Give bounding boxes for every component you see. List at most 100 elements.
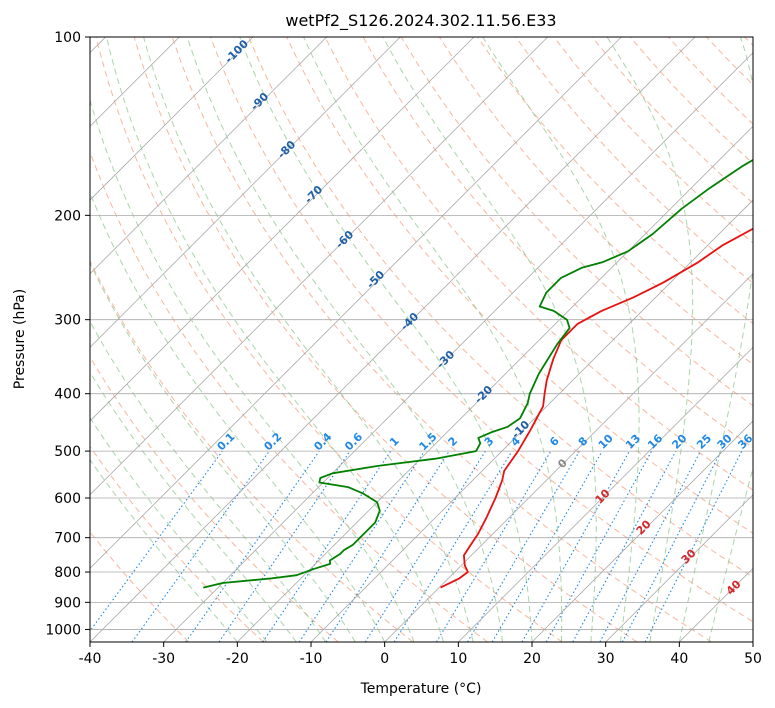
mixing-ratio-line (218, 450, 351, 642)
moist-adiabat-line (90, 416, 268, 642)
y-tick-label: 200 (54, 208, 81, 224)
dry-adiabat-line (90, 150, 488, 642)
moist-adiabat-line (239, 37, 533, 642)
moist-adiabat-line (90, 320, 327, 642)
y-tick-label: 400 (54, 387, 81, 403)
isotherm-line (237, 125, 753, 642)
dry-adiabat-label: -70 (302, 183, 325, 206)
x-tick-label: 10 (449, 651, 467, 667)
dry-adiabat-label: -50 (364, 268, 387, 291)
mixing-ratio-lines (90, 450, 743, 642)
mixing-ratio-label: 16 (645, 431, 665, 451)
mixing-ratio-line (644, 450, 743, 642)
x-axis-label: Temperature (°C) (360, 681, 482, 697)
x-axis-ticks: -40 -30 -20 -10 0 10 20 30 40 50 (79, 642, 762, 667)
mixing-ratio-label: 2 (446, 434, 461, 449)
dry-adiabats (90, 37, 753, 642)
isotherm-line (90, 37, 548, 496)
dry-adiabat-label: -80 (275, 138, 298, 161)
y-tick-label: 900 (54, 595, 81, 611)
dry-adiabat-line (744, 37, 753, 47)
dry-adiabat-line (95, 37, 563, 642)
dry-adiabat-line (515, 37, 753, 284)
moist-adiabat-line (90, 371, 297, 642)
isotherm-line (163, 52, 753, 642)
mixing-ratio-line (393, 450, 513, 642)
moist-adiabats (90, 37, 753, 642)
y-tick-label: 800 (54, 565, 81, 581)
plot-area: -100-90-80-70-60-50-40-30-20-100.1 0.2 0.4… (90, 37, 753, 642)
mixing-ratio-label: 0.1 (215, 430, 238, 453)
moist-adiabat-line (382, 37, 597, 642)
x-tick-label: 50 (744, 651, 762, 667)
isotherm-line (310, 199, 753, 642)
y-tick-label: 600 (54, 491, 81, 507)
mixing-ratio-line (572, 450, 677, 642)
x-tick-label: -30 (152, 651, 175, 667)
y-tick-label: 300 (54, 313, 81, 329)
isotherms (90, 37, 753, 642)
mixing-ratio-label: 3 (482, 434, 497, 449)
mixing-ratio-line (325, 450, 450, 642)
x-tick-label: 20 (523, 651, 541, 667)
x-tick-label: -10 (300, 651, 323, 667)
mixing-ratio-line (364, 450, 486, 642)
moist-adiabat-line (678, 37, 753, 642)
mixing-ratio-label: 20 (669, 431, 689, 451)
moist-adiabat-line (708, 466, 753, 642)
mixing-ratio-label: 1.5 (417, 430, 440, 453)
moist-adiabat-line (482, 37, 640, 642)
mixing-ratio-line (521, 450, 630, 642)
sounding-series (203, 158, 753, 589)
isotherm-line (90, 37, 401, 348)
dry-adiabat-line (90, 445, 264, 642)
chart-title: wetPf2_S126.2024.302.11.56.E33 (285, 11, 556, 31)
dry-adiabat-line (248, 37, 753, 578)
dry-adiabat-line (286, 37, 753, 534)
moist-adiabat-line (106, 37, 445, 642)
isotherm-line (90, 37, 327, 275)
mixing-ratio-label: 0.6 (342, 430, 365, 453)
dry-adiabat-line (90, 356, 339, 642)
y-tick-label: 100 (54, 30, 81, 46)
isotherm-line (384, 273, 753, 642)
temperature-profile-line (440, 227, 753, 589)
x-tick-label: 0 (380, 651, 389, 667)
dry-adiabat-label: -90 (248, 90, 271, 113)
dry-adiabat-label: -40 (398, 310, 421, 333)
moist-adiabat-line (606, 37, 694, 642)
mixing-ratio-line (491, 450, 603, 642)
mixing-ratio-label: 8 (576, 434, 591, 449)
isotherm-line (90, 37, 696, 642)
x-tick-label: -20 (226, 651, 249, 667)
mixing-ratio-line (435, 450, 552, 642)
dewpoint-profile-line (203, 158, 753, 589)
moist-adiabat-line (90, 98, 415, 642)
mixing-ratio-label: 13 (623, 432, 643, 452)
y-tick-label: 500 (54, 444, 81, 460)
isotherm-line (90, 37, 475, 422)
moist-adiabat-label: 20 (634, 517, 654, 537)
mixing-ratio-line (599, 450, 702, 642)
mixing-ratio-line (545, 450, 653, 642)
moist-adiabat-line (303, 37, 563, 642)
isotherm-line (605, 494, 753, 642)
mixing-ratio-label: 10 (596, 431, 616, 451)
isobars (90, 37, 753, 630)
moist-adiabat-line (186, 37, 503, 642)
dry-adiabat-label: -20 (472, 383, 495, 406)
isotherm-line (531, 420, 753, 642)
mixing-ratio-line (185, 450, 320, 642)
dry-adiabat-line (90, 259, 414, 642)
dry-adiabat-line (438, 37, 753, 366)
isotherm-line (90, 37, 622, 569)
moist-adiabat-line (90, 191, 386, 642)
mixing-ratio-label: 25 (694, 432, 714, 452)
isotherm-line (752, 641, 753, 642)
mixing-ratio-line (298, 450, 425, 642)
moist-adiabat-line (90, 458, 238, 642)
dry-adiabat-line (90, 531, 190, 642)
mixing-ratio-label: 6 (547, 434, 562, 449)
isotherm-line (90, 37, 254, 201)
